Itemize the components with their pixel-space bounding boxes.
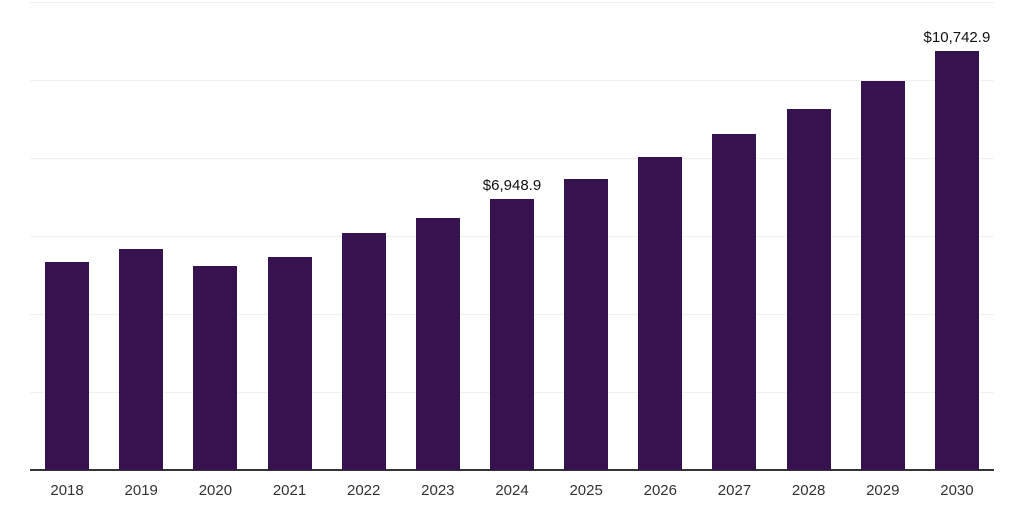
gridline-12000 (30, 2, 994, 3)
x-tick-2022: 2022 (347, 482, 381, 499)
data-label-2024: $6,948.9 (482, 177, 542, 194)
bar-2029 (860, 81, 905, 470)
bar-2023 (415, 218, 460, 470)
x-tick-2024: 2024 (495, 482, 529, 499)
bar-2027 (712, 133, 757, 470)
bar-2020 (193, 266, 238, 470)
x-tick-2021: 2021 (272, 482, 307, 499)
x-axis-line (30, 469, 994, 471)
x-tick-2027: 2027 (717, 482, 752, 499)
bar-2024 (490, 199, 534, 470)
x-tick-2025: 2025 (569, 482, 603, 499)
x-tick-2029: 2029 (866, 482, 900, 499)
bar-2028 (786, 109, 831, 470)
data-label-2030: $10,742.9 (923, 29, 991, 47)
bar-2018 (45, 262, 90, 470)
bar-2025 (564, 179, 609, 470)
x-axis: 2018 2019 2020 2021 2022 2023 2024 2025 2026 2027… (30, 481, 994, 505)
bar-2019 (119, 249, 164, 470)
x-tick-2018: 2018 (50, 482, 84, 499)
plot-area: $6,948.9 $10,742.9 (30, 2, 994, 471)
x-tick-2028: 2028 (791, 482, 826, 499)
x-tick-2023: 2023 (421, 482, 455, 499)
x-tick-2030: 2030 (940, 482, 974, 499)
gridline-10000 (30, 80, 994, 81)
gridline-8000 (30, 158, 994, 159)
bar-2021 (267, 257, 312, 470)
bar-2026 (638, 157, 683, 470)
x-tick-2020: 2020 (198, 482, 233, 499)
bar-2030 (934, 51, 979, 470)
bar-2022 (341, 232, 386, 470)
x-tick-2026: 2026 (643, 482, 677, 499)
x-tick-2019: 2019 (124, 482, 158, 499)
